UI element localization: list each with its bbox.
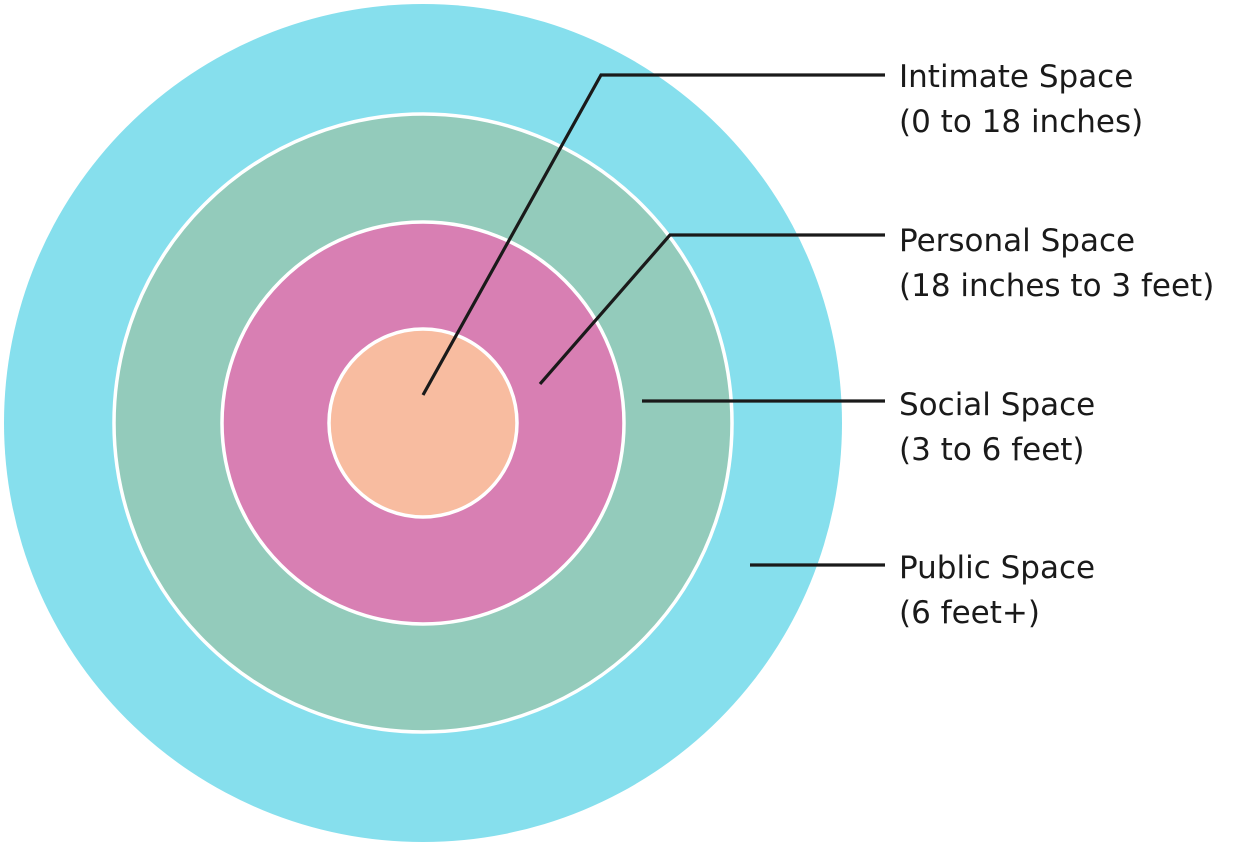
social-space-title: Social Space xyxy=(899,387,1095,423)
personal-space-title: Personal Space xyxy=(899,223,1135,259)
public-space-range: (6 feet+) xyxy=(899,595,1040,631)
intimate-space-leader xyxy=(421,73,885,396)
personal-space-leader xyxy=(538,233,885,386)
social-space-range: (3 to 6 feet) xyxy=(899,432,1085,468)
intimate-space-circle xyxy=(327,327,519,519)
personal-space-range: (18 inches to 3 feet) xyxy=(899,268,1214,304)
intimate-space-title: Intimate Space xyxy=(899,59,1133,95)
public-space-title: Public Space xyxy=(899,550,1095,586)
intimate-space-range: (0 to 18 inches) xyxy=(899,104,1143,140)
